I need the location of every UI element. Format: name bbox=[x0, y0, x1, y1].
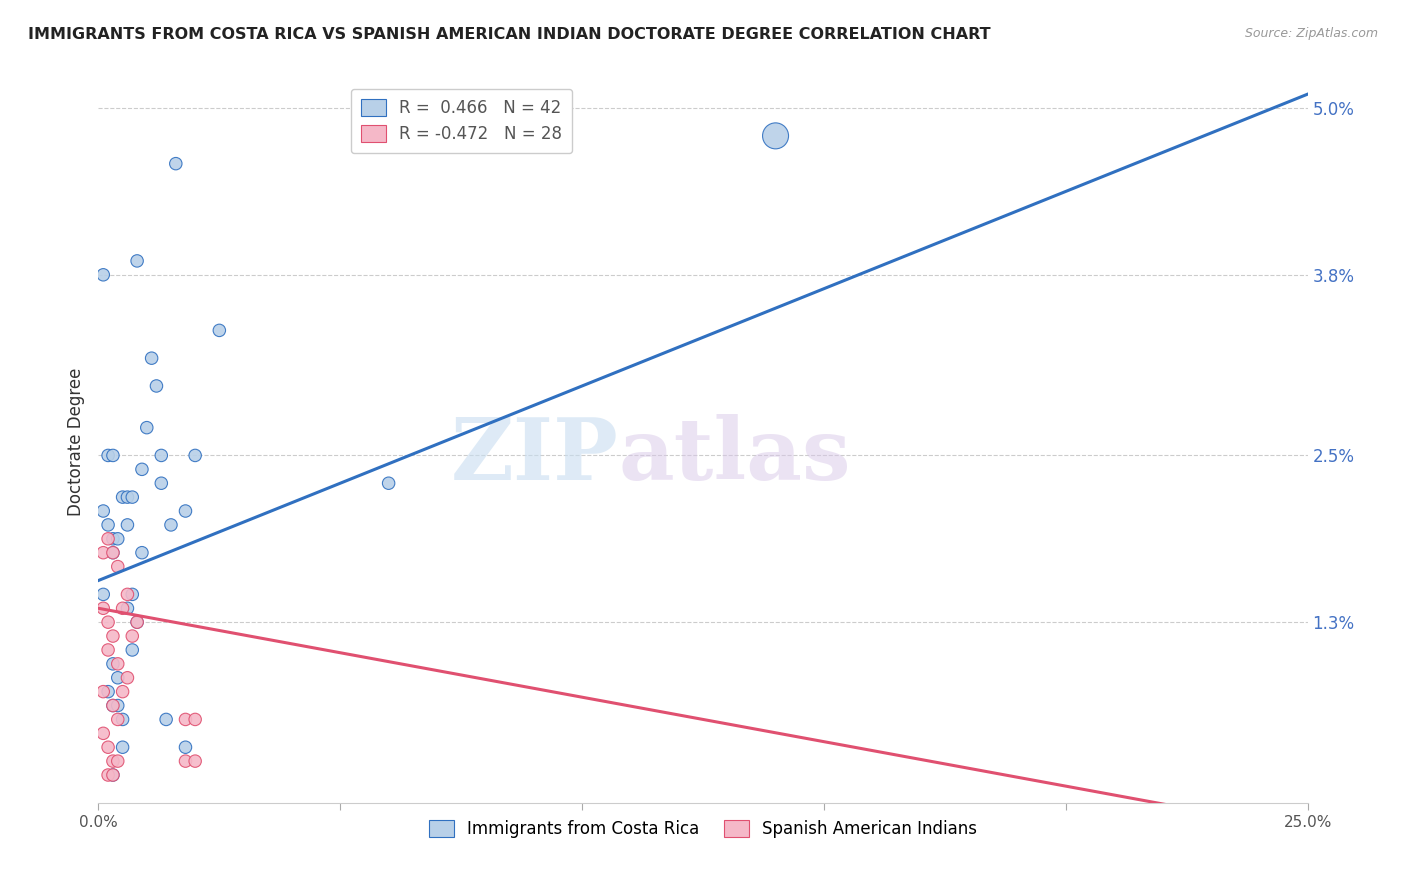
Point bbox=[97, 449, 120, 463]
Legend: Immigrants from Costa Rica, Spanish American Indians: Immigrants from Costa Rica, Spanish Amer… bbox=[422, 814, 984, 845]
Point bbox=[91, 726, 114, 740]
Text: IMMIGRANTS FROM COSTA RICA VS SPANISH AMERICAN INDIAN DOCTORATE DEGREE CORRELATI: IMMIGRANTS FROM COSTA RICA VS SPANISH AM… bbox=[28, 27, 991, 42]
Point bbox=[107, 559, 129, 574]
Point bbox=[135, 420, 157, 434]
Point bbox=[107, 671, 129, 685]
Point bbox=[208, 323, 231, 337]
Point bbox=[127, 253, 149, 268]
Point bbox=[377, 476, 399, 491]
Point bbox=[117, 517, 139, 532]
Point bbox=[91, 587, 114, 601]
Text: Source: ZipAtlas.com: Source: ZipAtlas.com bbox=[1244, 27, 1378, 40]
Point bbox=[117, 671, 139, 685]
Y-axis label: Doctorate Degree: Doctorate Degree bbox=[66, 368, 84, 516]
Point bbox=[174, 740, 197, 755]
Point bbox=[150, 449, 173, 463]
Point bbox=[101, 449, 124, 463]
Point bbox=[107, 754, 129, 768]
Point bbox=[97, 517, 120, 532]
Point bbox=[101, 532, 124, 546]
Point bbox=[174, 754, 197, 768]
Point bbox=[101, 657, 124, 671]
Point bbox=[121, 587, 143, 601]
Text: atlas: atlas bbox=[619, 414, 851, 498]
Point bbox=[91, 268, 114, 282]
Point bbox=[101, 754, 124, 768]
Point bbox=[111, 601, 134, 615]
Point bbox=[111, 713, 134, 727]
Point bbox=[107, 657, 129, 671]
Point bbox=[91, 504, 114, 518]
Point bbox=[97, 615, 120, 630]
Point bbox=[107, 698, 129, 713]
Point bbox=[91, 546, 114, 560]
Point bbox=[101, 768, 124, 782]
Point bbox=[131, 546, 153, 560]
Point bbox=[97, 684, 120, 698]
Point bbox=[107, 532, 129, 546]
Point bbox=[174, 713, 197, 727]
Point bbox=[145, 379, 167, 393]
Text: ZIP: ZIP bbox=[450, 414, 619, 498]
Point bbox=[174, 504, 197, 518]
Point bbox=[121, 629, 143, 643]
Point bbox=[117, 601, 139, 615]
Point bbox=[111, 490, 134, 504]
Point bbox=[101, 698, 124, 713]
Point bbox=[184, 713, 207, 727]
Point bbox=[91, 601, 114, 615]
Point bbox=[131, 462, 153, 476]
Point bbox=[101, 546, 124, 560]
Point bbox=[111, 740, 134, 755]
Point bbox=[117, 587, 139, 601]
Point bbox=[765, 128, 787, 143]
Point bbox=[117, 490, 139, 504]
Point bbox=[97, 532, 120, 546]
Point bbox=[160, 517, 183, 532]
Point bbox=[121, 643, 143, 657]
Point bbox=[101, 629, 124, 643]
Point bbox=[165, 156, 187, 170]
Point bbox=[101, 546, 124, 560]
Point bbox=[97, 643, 120, 657]
Point bbox=[184, 449, 207, 463]
Point bbox=[141, 351, 163, 366]
Point bbox=[107, 713, 129, 727]
Point bbox=[150, 476, 173, 491]
Point bbox=[97, 768, 120, 782]
Point bbox=[127, 615, 149, 630]
Point bbox=[155, 713, 177, 727]
Point bbox=[184, 754, 207, 768]
Point bbox=[111, 684, 134, 698]
Point bbox=[97, 740, 120, 755]
Point bbox=[91, 684, 114, 698]
Point bbox=[101, 768, 124, 782]
Point bbox=[121, 490, 143, 504]
Point bbox=[127, 615, 149, 630]
Point bbox=[101, 698, 124, 713]
